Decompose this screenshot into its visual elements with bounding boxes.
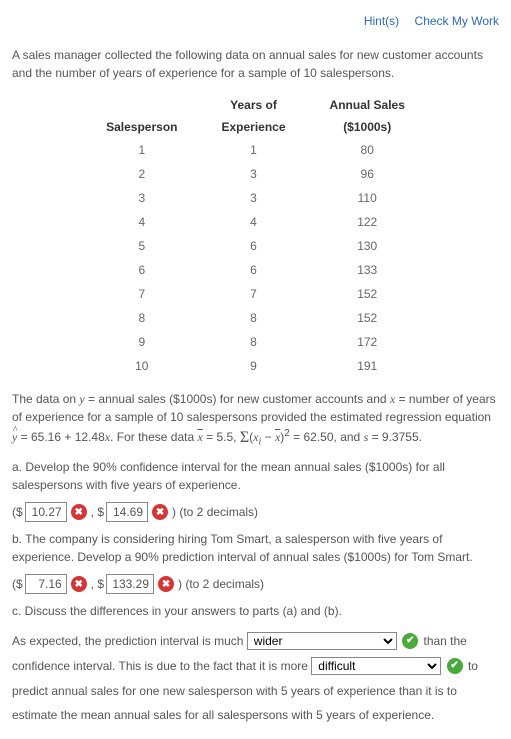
part-b-input-1[interactable]: 7.16 [25,574,67,594]
table-cell: 9 [199,354,307,378]
table-cell: 7 [199,282,307,306]
col3-head-b: ($1000s) [308,116,427,138]
col1-head-b: Salesperson [84,116,199,138]
table-cell: 3 [84,186,199,210]
table-cell: 7 [84,282,199,306]
top-links: Hint(s) Check My Work [12,12,499,30]
table-cell: 8 [199,306,307,330]
col2-head-b: Experience [199,116,307,138]
part-c-select-1[interactable]: wider [247,632,397,650]
table-cell: 133 [308,258,427,282]
check-work-link[interactable]: Check My Work [415,14,499,28]
table-cell: 4 [84,210,199,234]
decimals-note: ) (to 2 decimals) [172,503,258,521]
table-cell: 1 [84,138,199,162]
table-cell: 10 [84,354,199,378]
table-cell: 4 [199,210,307,234]
hints-link[interactable]: Hint(s) [364,14,399,28]
paren-open: ($ [12,575,23,593]
comma-sep: , $ [91,575,104,593]
text-fragment: As expected, the prediction interval is … [12,634,247,648]
wrong-icon: ✖ [71,504,87,520]
table-cell: 152 [308,282,427,306]
table-row: 77152 [84,282,427,306]
table-row: 56130 [84,234,427,258]
table-row: 66133 [84,258,427,282]
col1-head-a [84,94,199,116]
table-cell: 9 [84,330,199,354]
table-row: 2396 [84,162,427,186]
table-row: 44122 [84,210,427,234]
part-b-prompt: b. The company is considering hiring Tom… [12,530,499,566]
part-a-prompt: a. Develop the 90% confidence interval f… [12,458,499,494]
part-b-answer: ($ 7.16 ✖ , $ 133.29 ✖ ) (to 2 decimals) [12,574,499,594]
part-b-input-2[interactable]: 133.29 [106,574,154,594]
col2-head-a: Years of [199,94,307,116]
table-cell: 96 [308,162,427,186]
wrong-icon: ✖ [158,576,174,592]
table-cell: 8 [84,306,199,330]
table-cell: 8 [199,330,307,354]
part-c-prompt: c. Discuss the differences in your answe… [12,602,499,620]
table-row: 88152 [84,306,427,330]
table-cell: 80 [308,138,427,162]
table-cell: 152 [308,306,427,330]
comma-sep: , $ [91,503,104,521]
part-a-input-1[interactable]: 10.27 [25,502,67,522]
wrong-icon: ✖ [152,504,168,520]
regression-text: The data on y = annual sales ($1000s) fo… [12,390,499,450]
table-cell: 1 [199,138,307,162]
table-cell: 122 [308,210,427,234]
part-c-select-2[interactable]: difficult [311,657,441,675]
table-cell: 191 [308,354,427,378]
table-cell: 6 [199,234,307,258]
table-row: 98172 [84,330,427,354]
col3-head-a: Annual Sales [308,94,427,116]
wrong-icon: ✖ [71,576,87,592]
table-cell: 3 [199,186,307,210]
table-cell: 130 [308,234,427,258]
right-icon: ✔ [447,658,463,674]
table-cell: 2 [84,162,199,186]
table-cell: 6 [84,258,199,282]
table-cell: 110 [308,186,427,210]
part-c-answer: As expected, the prediction interval is … [12,628,499,727]
table-row: 33110 [84,186,427,210]
intro-text: A sales manager collected the following … [12,46,499,82]
table-row: 109191 [84,354,427,378]
part-a-answer: ($ 10.27 ✖ , $ 14.69 ✖ ) (to 2 decimals) [12,502,499,522]
table-cell: 6 [199,258,307,282]
data-table: Years of Annual Sales Salesperson Experi… [84,94,427,378]
part-a-input-2[interactable]: 14.69 [106,502,148,522]
table-cell: 5 [84,234,199,258]
table-row: 1180 [84,138,427,162]
right-icon: ✔ [402,633,418,649]
table-cell: 3 [199,162,307,186]
table-cell: 172 [308,330,427,354]
paren-open: ($ [12,503,23,521]
decimals-note: ) (to 2 decimals) [178,575,264,593]
